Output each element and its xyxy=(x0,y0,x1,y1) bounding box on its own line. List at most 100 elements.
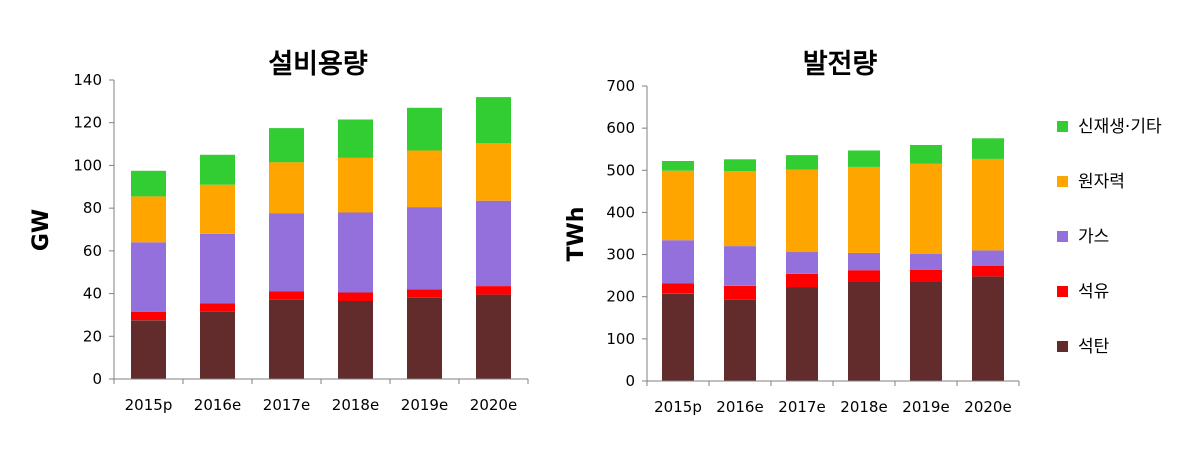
bar-segment xyxy=(972,138,1004,159)
x-tick-label: 2017e xyxy=(263,396,310,414)
y-tick-label: 0 xyxy=(92,370,102,388)
x-tick-label: 2016e xyxy=(716,398,763,416)
bar-segment xyxy=(269,128,304,163)
bar-segment xyxy=(724,299,756,381)
bar-segment xyxy=(131,170,166,197)
bar-segment xyxy=(200,184,235,234)
x-tick-label: 2015p xyxy=(654,398,702,416)
capacity-chart: 설비용량 GW 2015p 2016e 2017e 2018e 2019e 2020e02… xyxy=(29,49,529,414)
bar-segment xyxy=(131,311,166,321)
bar-segment xyxy=(662,161,694,171)
x-tick-label: 2020e xyxy=(470,396,517,414)
y-tick-label: 100 xyxy=(73,156,102,174)
y-tick-label: 300 xyxy=(606,246,635,264)
y-tick-label: 60 xyxy=(83,242,102,260)
bar-segment xyxy=(476,294,511,379)
x-tick-label: 2018e xyxy=(840,398,887,416)
bar-segment xyxy=(662,293,694,381)
bar-segment xyxy=(200,311,235,379)
generation-chart: 발전량 TWh 2015p 2016e 2017e 2018e 2019e 2020e 0 1… xyxy=(564,49,1020,416)
y-tick-label: 140 xyxy=(73,71,102,89)
bar-segment xyxy=(786,155,818,170)
bar-segment xyxy=(910,281,942,381)
bar-segment xyxy=(269,162,304,214)
plot-area: 2015p 2016e 2017e 2018e 2019e 2020e 0 20 40 60 80 1… xyxy=(73,71,529,414)
bar-segment xyxy=(786,287,818,381)
bar-segment xyxy=(476,200,511,287)
bar-segment xyxy=(786,252,818,274)
y-tick-label: 700 xyxy=(606,77,635,95)
legend-label: 가스 xyxy=(1078,227,1109,247)
x-tick-label: 2015p xyxy=(125,396,173,414)
y-tick-label: 120 xyxy=(73,114,102,132)
bar-segment xyxy=(476,97,511,143)
bar-segment xyxy=(786,274,818,288)
bar-segment xyxy=(338,158,373,213)
legend-swatch xyxy=(1057,286,1068,297)
x-tick-label: 2017e xyxy=(778,398,825,416)
x-tick-label: 2018e xyxy=(332,396,379,414)
bar-segment xyxy=(786,169,818,253)
bar-segment xyxy=(269,291,304,300)
bar-segment xyxy=(910,253,942,270)
chart-title: 발전량 xyxy=(803,49,878,80)
bar-segment xyxy=(972,250,1004,266)
x-tick-label: 2016e xyxy=(194,396,241,414)
plot-area: 2015p 2016e 2017e 2018e 2019e 2020e 0 100 200 300… xyxy=(606,77,1020,416)
legend-swatch xyxy=(1057,121,1068,132)
bar-segment xyxy=(662,283,694,294)
bar-segment xyxy=(724,171,756,247)
bar-segment xyxy=(662,240,694,284)
bar-segment xyxy=(131,242,166,312)
bar-segment xyxy=(724,159,756,172)
bar-segment xyxy=(972,265,1004,277)
bar-segment xyxy=(407,150,442,208)
bar-segment xyxy=(476,286,511,295)
legend-label: 신재생·기타 xyxy=(1078,117,1162,137)
bar-segment xyxy=(476,143,511,201)
bar-segment xyxy=(338,119,373,158)
x-tick-label: 2019e xyxy=(902,398,949,416)
bar-segment xyxy=(910,145,942,164)
bar-segment xyxy=(200,233,235,304)
bar-segment xyxy=(269,300,304,379)
bar-segment xyxy=(407,207,442,290)
legend-swatch xyxy=(1057,176,1068,187)
bar-segment xyxy=(131,320,166,379)
bar-segment xyxy=(269,213,304,292)
bar-segment xyxy=(848,270,880,282)
y-axis-title: TWh xyxy=(564,207,589,262)
bar-segment xyxy=(338,301,373,379)
legend-label: 석유 xyxy=(1078,282,1109,302)
y-tick-label: 100 xyxy=(606,330,635,348)
bar-segment xyxy=(724,285,756,300)
bar-segment xyxy=(972,158,1004,251)
y-tick-label: 20 xyxy=(83,327,102,345)
bar-segment xyxy=(407,289,442,298)
y-tick-label: 40 xyxy=(83,285,102,303)
bar-segment xyxy=(848,166,880,253)
bar-segment xyxy=(200,303,235,312)
bar-segment xyxy=(407,107,442,151)
bar-segment xyxy=(972,276,1004,381)
y-tick-label: 0 xyxy=(625,372,635,390)
bar-segment xyxy=(848,282,880,381)
bar-segment xyxy=(407,297,442,379)
legend-swatch xyxy=(1057,341,1068,352)
y-tick-label: 80 xyxy=(83,199,102,217)
legend-swatch xyxy=(1057,231,1068,242)
bar-segment xyxy=(131,196,166,243)
bar-segment xyxy=(200,154,235,185)
bar-segment xyxy=(910,163,942,254)
legend-label: 석탄 xyxy=(1078,337,1110,357)
y-tick-label: 400 xyxy=(606,203,635,221)
chart-title: 설비용량 xyxy=(268,49,368,80)
bar-segment xyxy=(848,150,880,167)
bar-segment xyxy=(338,292,373,301)
y-tick-label: 600 xyxy=(606,119,635,137)
bar-segment xyxy=(338,212,373,293)
x-tick-label: 2019e xyxy=(401,396,448,414)
bar-segment xyxy=(724,246,756,286)
